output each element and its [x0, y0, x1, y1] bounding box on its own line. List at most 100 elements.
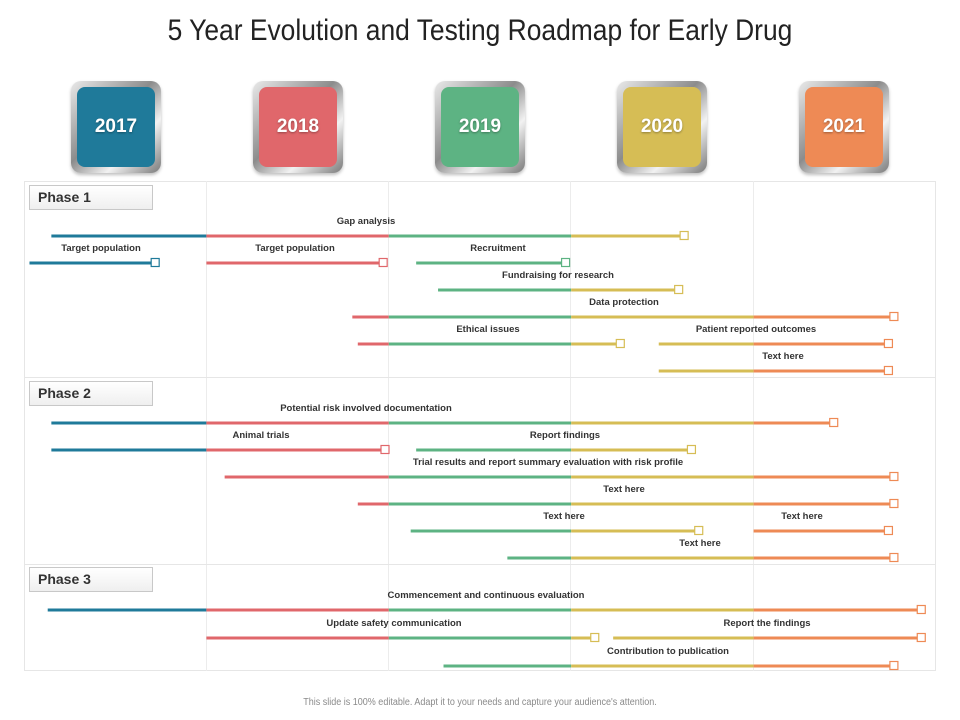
grid-divider	[206, 181, 207, 671]
bar-segment	[206, 261, 380, 265]
task-label: Potential risk involved documentation	[280, 403, 452, 414]
bar-segment	[388, 315, 572, 319]
milestone-marker	[686, 444, 697, 455]
timeline-bar: Report the findings	[613, 618, 926, 643]
phase-divider	[24, 377, 936, 378]
grid-divider	[388, 181, 389, 671]
bar-segment	[206, 448, 382, 452]
task-label: Report findings	[530, 430, 600, 441]
timeline-bar: Data protection	[352, 297, 899, 322]
year-tile-2020: 2020	[617, 81, 707, 173]
timeline-bar: Contribution to publication	[443, 646, 899, 671]
year-tile-2018: 2018	[253, 81, 343, 173]
task-label: Update safety communication	[326, 618, 461, 629]
bar-segment	[47, 608, 207, 612]
timeline-bar: Update safety communication	[206, 618, 600, 643]
grid-divider	[753, 181, 754, 671]
phase-3-label: Phase 3	[29, 567, 153, 592]
bar-segment	[753, 608, 918, 612]
footer-note: This slide is 100% editable. Adapt it to…	[303, 697, 657, 708]
task-label: Ethical issues	[456, 324, 519, 335]
bar-segment	[507, 556, 572, 560]
milestone-marker	[590, 632, 600, 643]
bar-segment	[388, 608, 572, 612]
year-tile-2019: 2019	[435, 81, 525, 173]
bar-segment	[571, 234, 681, 238]
year-tile-2021: 2021	[799, 81, 889, 173]
bar-segment	[753, 369, 885, 373]
timeline-bar: Recruitment	[416, 243, 571, 268]
year-label-2020: 2020	[623, 87, 701, 167]
milestone-marker	[694, 525, 704, 536]
task-label: Fundraising for research	[502, 270, 614, 281]
milestone-marker	[889, 471, 899, 482]
bar-segment	[388, 475, 572, 479]
task-label: Animal trials	[232, 430, 289, 441]
task-label: Text here	[679, 538, 721, 549]
timeline-bar: Target population	[29, 243, 160, 268]
bar-segment	[51, 448, 207, 452]
bar-segment	[388, 636, 572, 640]
page-title: 5 Year Evolution and Testing Roadmap for…	[167, 14, 793, 47]
bar-segment	[613, 636, 754, 640]
bar-segment	[753, 342, 885, 346]
timeline-bar: Commencement and continuous evaluation	[47, 590, 926, 615]
timeline-bar: Text here	[357, 484, 899, 509]
bar-segment	[357, 342, 389, 346]
bar-segment	[51, 234, 207, 238]
timeline-bar: Potential risk involved documentation	[51, 403, 839, 428]
task-label: Commencement and continuous evaluation	[388, 590, 585, 601]
bar-segment	[571, 475, 754, 479]
bar-segment	[571, 556, 754, 560]
task-label: Gap analysis	[337, 216, 396, 227]
timeline-bar: Text here	[753, 511, 894, 536]
bar-segment	[571, 342, 617, 346]
milestone-marker	[674, 284, 684, 295]
phase-2-label: Phase 2	[29, 381, 153, 406]
bar-segment	[352, 315, 389, 319]
milestone-marker	[615, 338, 625, 349]
bar-segment	[753, 502, 891, 506]
bar-segment	[438, 288, 572, 292]
bar-segment	[753, 529, 885, 533]
task-label: Target population	[61, 243, 141, 254]
milestone-marker	[679, 230, 689, 241]
bar-segment	[388, 502, 572, 506]
bar-segment	[388, 234, 572, 238]
bar-segment	[206, 608, 389, 612]
milestone-marker	[560, 257, 571, 268]
bar-segment	[753, 556, 891, 560]
timeline-grid	[24, 181, 936, 671]
task-label: Text here	[543, 511, 585, 522]
bar-segment	[753, 315, 891, 319]
task-label: Text here	[781, 511, 823, 522]
bar-segment	[224, 475, 389, 479]
task-label: Data protection	[589, 297, 659, 308]
milestone-marker	[916, 604, 926, 615]
bar-segment	[753, 664, 891, 668]
bar-segment	[410, 529, 572, 533]
milestone-marker	[883, 525, 894, 536]
timeline-bar: Target population	[206, 243, 388, 268]
task-label: Text here	[603, 484, 645, 495]
task-label: Text here	[762, 351, 804, 362]
timeline-bar: Ethical issues	[357, 324, 625, 349]
task-label: Target population	[255, 243, 335, 254]
bar-segment	[571, 421, 754, 425]
year-label-2018: 2018	[259, 87, 337, 167]
timeline-bar: Gap analysis	[51, 216, 689, 241]
bar-segment	[443, 664, 572, 668]
task-label: Patient reported outcomes	[696, 324, 816, 335]
bar-segment	[29, 261, 152, 265]
timeline-bar: Report findings	[416, 430, 697, 455]
milestone-marker	[889, 660, 899, 671]
bar-segment	[206, 636, 389, 640]
timeline-bar: Text here	[410, 511, 704, 536]
phase-divider	[24, 564, 936, 565]
milestone-marker	[883, 338, 894, 349]
bar-segment	[658, 369, 754, 373]
milestone-marker	[378, 257, 388, 268]
milestone-marker	[916, 632, 926, 643]
bar-segment	[388, 421, 572, 425]
